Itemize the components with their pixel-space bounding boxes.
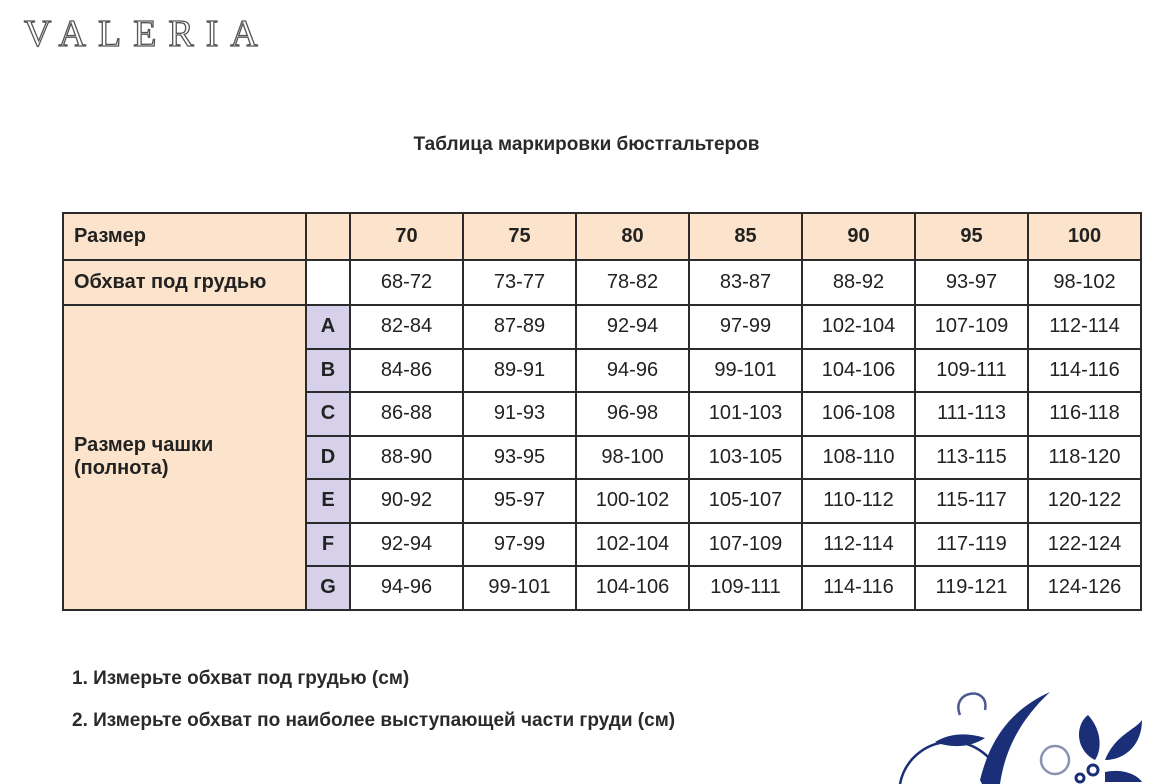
band-size: 95: [914, 212, 1029, 261]
underbust-label: Обхват под грудью: [62, 259, 307, 306]
bust-value: 99-101: [688, 347, 803, 393]
bust-value: 119-121: [914, 565, 1029, 611]
bust-value: 90-92: [349, 478, 464, 524]
bust-value: 120-122: [1027, 478, 1142, 524]
bust-value: 118-120: [1027, 434, 1142, 480]
cup-row: D 88-90 93-95 98-100 103-105 108-110 113-115 11…: [63, 434, 1142, 480]
size-table: Размер 70 75 80 85 90 95 100 Обхват под грудью 68…: [62, 212, 1142, 611]
cup-row: G 94-96 99-101 104-106 109-111 114-116 119-121…: [63, 565, 1142, 611]
band-size: 100: [1027, 212, 1142, 261]
bust-value: 94-96: [575, 347, 690, 393]
bust-value: 94-96: [349, 565, 464, 611]
bust-value: 104-106: [575, 565, 690, 611]
bust-value: 114-116: [1027, 347, 1142, 393]
underbust-value: 83-87: [688, 259, 803, 306]
bust-value: 124-126: [1027, 565, 1142, 611]
bust-value: 109-111: [688, 565, 803, 611]
blank-cell: [305, 259, 351, 306]
bust-value: 102-104: [575, 521, 690, 567]
bust-value: 92-94: [349, 521, 464, 567]
bust-value: 109-111: [914, 347, 1029, 393]
brand-logo: VALERIA: [23, 12, 270, 55]
page-title: Таблица маркировки бюстгальтеров: [413, 134, 760, 155]
bust-value: 101-103: [688, 391, 803, 437]
cup-letter: F: [305, 521, 351, 567]
bust-value: 112-114: [801, 521, 916, 567]
underbust-value: 78-82: [575, 259, 690, 306]
cup-label-line2: (полнота): [74, 457, 169, 480]
bust-value: 82-84: [349, 304, 464, 350]
bust-value: 108-110: [801, 434, 916, 480]
underbust-value: 98-102: [1027, 259, 1142, 306]
cup-row: F 92-94 97-99 102-104 107-109 112-114 117-119 1…: [63, 521, 1142, 567]
bust-value: 86-88: [349, 391, 464, 437]
bust-value: 87-89: [462, 304, 577, 350]
cup-row: B 84-86 89-91 94-96 99-101 104-106 109-111 114-…: [63, 347, 1142, 393]
bust-value: 106-108: [801, 391, 916, 437]
bust-value: 91-93: [462, 391, 577, 437]
bust-value: 100-102: [575, 478, 690, 524]
cup-row: E 90-92 95-97 100-102 105-107 110-112 115-117 1…: [63, 478, 1142, 524]
floral-ornament-icon: [898, 692, 1142, 784]
bust-value: 98-100: [575, 434, 690, 480]
cup-letter: A: [305, 304, 351, 350]
cup-row: C 86-88 91-93 96-98 101-103 106-108 111-113 116…: [63, 391, 1142, 437]
bust-value: 111-113: [914, 391, 1029, 437]
bust-value: 97-99: [688, 304, 803, 350]
instruction-2: 2. Измерьте обхват по наиболее выступающ…: [72, 710, 676, 731]
bust-value: 99-101: [462, 565, 577, 611]
bust-value: 116-118: [1027, 391, 1142, 437]
underbust-value: 68-72: [349, 259, 464, 306]
bust-value: 122-124: [1027, 521, 1142, 567]
cup-size-label: Размер чашки (полнота): [62, 304, 307, 611]
bust-value: 114-116: [801, 565, 916, 611]
underbust-value: 93-97: [914, 259, 1029, 306]
bust-value: 115-117: [914, 478, 1029, 524]
band-size: 80: [575, 212, 690, 261]
bust-value: 97-99: [462, 521, 577, 567]
band-size: 70: [349, 212, 464, 261]
band-size: 90: [801, 212, 916, 261]
bust-value: 107-109: [914, 304, 1029, 350]
bust-value: 104-106: [801, 347, 916, 393]
bust-value: 102-104: [801, 304, 916, 350]
band-size: 75: [462, 212, 577, 261]
cup-label-line1: Размер чашки: [74, 434, 214, 457]
cup-letter: G: [305, 565, 351, 611]
underbust-value: 73-77: [462, 259, 577, 306]
header-row: Размер 70 75 80 85 90 95 100: [62, 212, 1142, 261]
bust-value: 93-95: [462, 434, 577, 480]
bust-value: 117-119: [914, 521, 1029, 567]
bust-value: 89-91: [462, 347, 577, 393]
cup-letter: D: [305, 434, 351, 480]
bust-value: 84-86: [349, 347, 464, 393]
bust-value: 113-115: [914, 434, 1029, 480]
cup-letter: E: [305, 478, 351, 524]
cup-row: Размер чашки (полнота) A 82-84 87-89 92-94 97-…: [62, 304, 1142, 611]
bust-value: 110-112: [801, 478, 916, 524]
bust-value: 92-94: [575, 304, 690, 350]
bust-value: 103-105: [688, 434, 803, 480]
bust-value: 95-97: [462, 478, 577, 524]
underbust-row: Обхват под грудью 68-72 73-77 78-82 83-87 88-…: [62, 259, 1142, 306]
cup-letter: B: [305, 347, 351, 393]
size-label: Размер: [62, 212, 307, 261]
band-size: 85: [688, 212, 803, 261]
instruction-1: 1. Измерьте обхват под грудью (см): [72, 668, 410, 689]
bust-value: 105-107: [688, 478, 803, 524]
bust-value: 112-114: [1027, 304, 1142, 350]
blank-cell: [305, 212, 351, 261]
bust-value: 96-98: [575, 391, 690, 437]
underbust-value: 88-92: [801, 259, 916, 306]
bust-value: 88-90: [349, 434, 464, 480]
cup-letter: C: [305, 391, 351, 437]
bust-value: 107-109: [688, 521, 803, 567]
